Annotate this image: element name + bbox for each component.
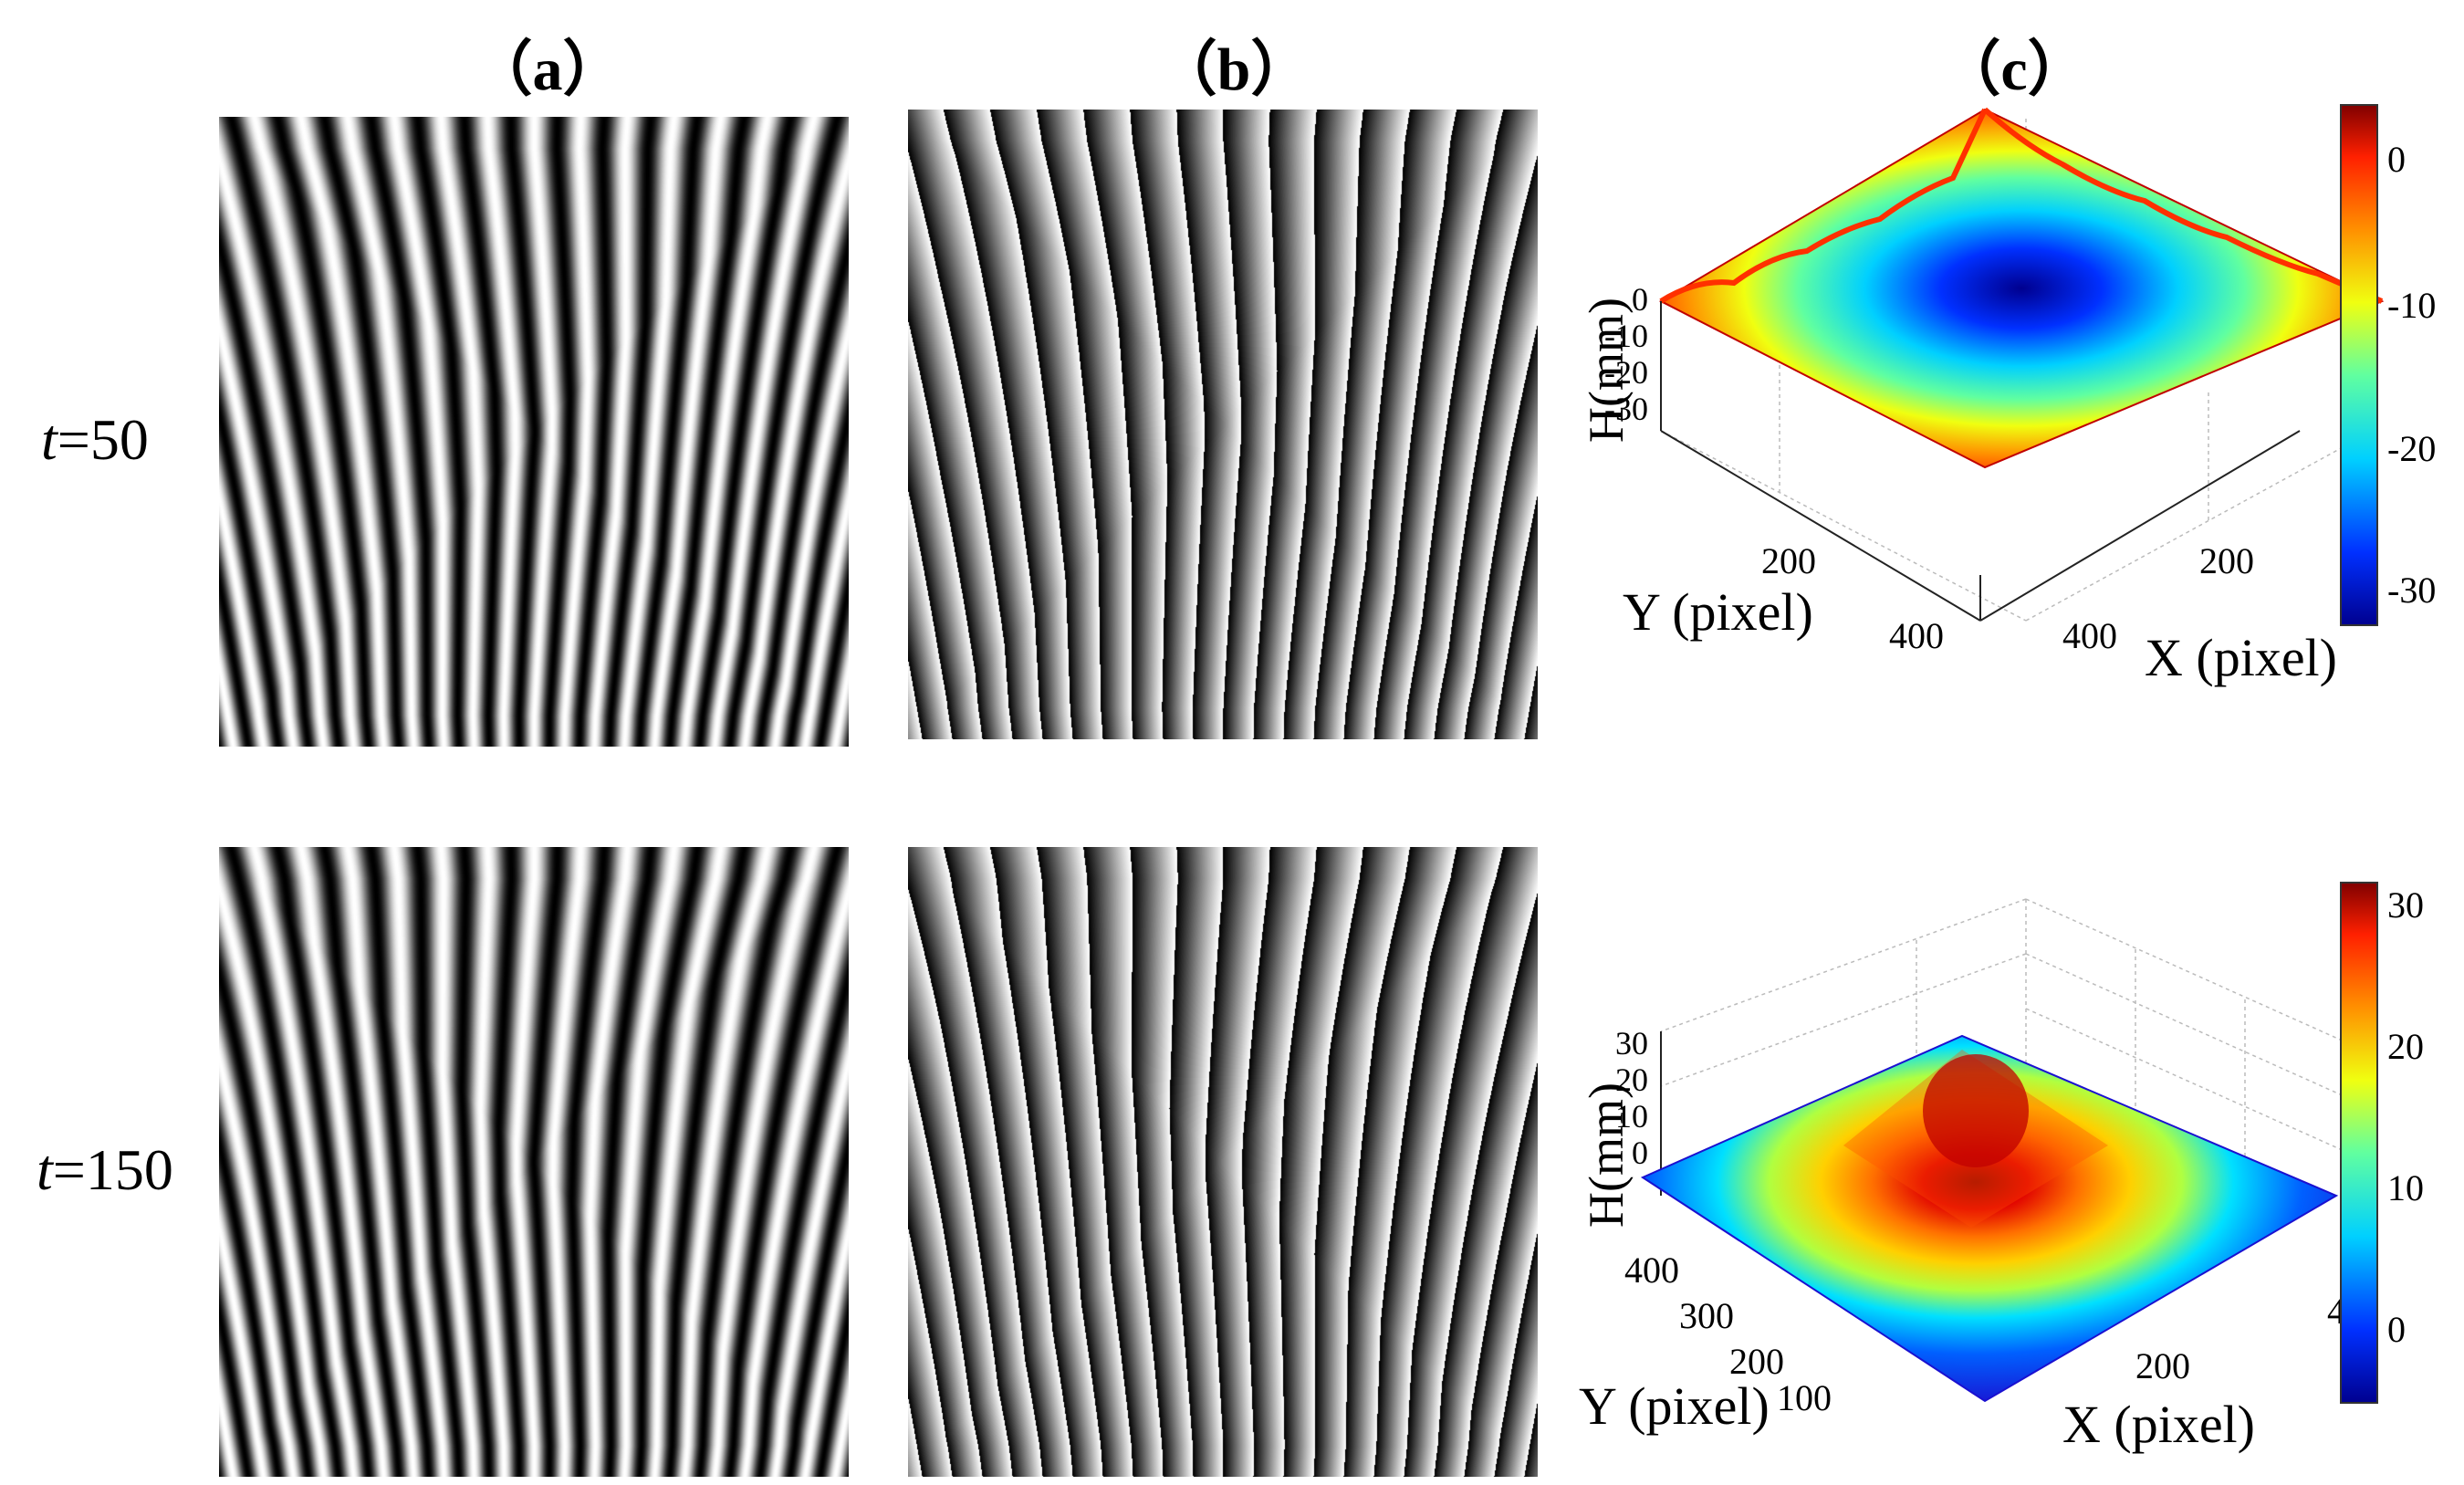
y-axis-label: Y (pixel) xyxy=(1623,582,1813,642)
colorbar-tick: -10 xyxy=(2387,285,2436,326)
column-heading-b: （b） xyxy=(1156,37,1311,103)
z-tick: 20 xyxy=(1615,1061,1648,1098)
z-tick: 0 xyxy=(1632,1135,1648,1171)
z-tick: 10 xyxy=(1615,1098,1648,1135)
column-heading-c: （c） xyxy=(1940,37,2088,103)
row-label-t150: t=150 xyxy=(37,1137,173,1202)
x-axis-label: X (pixel) xyxy=(2145,628,2337,687)
wrapped-phase-image xyxy=(908,847,1538,1477)
z-axis-label: H(mm) xyxy=(1579,298,1634,443)
y-tick: 100 xyxy=(1777,1377,1832,1418)
fringe-pattern-image xyxy=(219,847,849,1477)
colorbar-tick: 0 xyxy=(2387,139,2406,180)
fringe-pattern-image xyxy=(219,117,849,747)
x-tick: 400 xyxy=(2062,615,2117,656)
surface-plot-t150: 30 20 10 0 H(mm) 400 300 200 100 Y (pixe… xyxy=(1579,882,2424,1454)
column-heading-a: （a） xyxy=(472,37,623,103)
colorbar xyxy=(2340,882,2378,1404)
y-tick: 300 xyxy=(1679,1295,1734,1336)
wrapped-phase-image xyxy=(908,110,1538,739)
surface-plot-t50: 0 -10 -20 -30 H(mm) 200 400 Y (pixel) 20… xyxy=(1579,104,2436,687)
x-axis-label: X (pixel) xyxy=(2062,1395,2255,1454)
colorbar-tick: 10 xyxy=(2387,1167,2424,1208)
z-tick: -10 xyxy=(1604,318,1648,354)
y-tick: 200 xyxy=(1729,1341,1784,1382)
z-tick: -20 xyxy=(1604,354,1648,391)
z-tick: -30 xyxy=(1604,391,1648,427)
colorbar-tick: -30 xyxy=(2387,570,2436,611)
colorbar xyxy=(2340,104,2378,626)
row-label-t50: t=50 xyxy=(41,407,149,472)
x-tick: 200 xyxy=(2199,540,2254,581)
z-axis-label: H(mm) xyxy=(1579,1082,1634,1228)
surface-mesh xyxy=(1640,1034,2339,1403)
y-tick: 200 xyxy=(1761,540,1816,581)
x-tick: 200 xyxy=(2135,1345,2190,1386)
y-tick: 400 xyxy=(1624,1250,1679,1291)
colorbar-tick: 20 xyxy=(2387,1026,2424,1067)
z-tick: 30 xyxy=(1615,1025,1648,1061)
colorbar-tick: 30 xyxy=(2387,884,2424,926)
y-tick: 400 xyxy=(1889,615,1944,656)
axis-box-grid xyxy=(1660,119,2374,622)
y-axis-label: Y (pixel) xyxy=(1579,1376,1770,1436)
colorbar-tick: 0 xyxy=(2387,1309,2406,1350)
colorbar-tick: -20 xyxy=(2387,428,2436,469)
z-tick: 0 xyxy=(1632,281,1648,318)
surface-mesh xyxy=(1658,108,2385,469)
